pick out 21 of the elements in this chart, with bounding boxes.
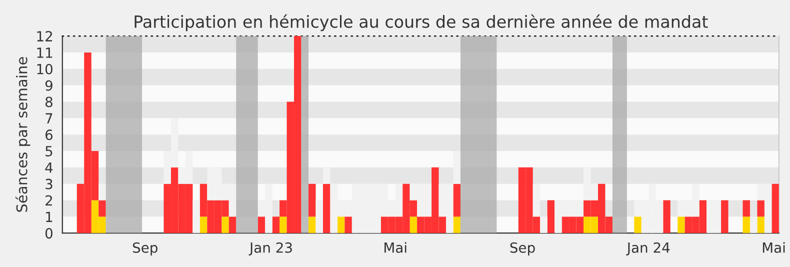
y-tick-label: 10 — [37, 64, 52, 74]
x-tick-label: Mai — [384, 242, 406, 253]
x-tick-label: Sep — [510, 242, 535, 256]
y-tick-label: 7 — [46, 113, 52, 124]
y-tick-label: 9 — [45, 80, 52, 91]
x-tick-label: Sep — [132, 242, 158, 256]
y-axis-title: Séances par semaine — [15, 57, 30, 212]
y-tick-label: 11 — [37, 48, 52, 58]
y-tick-label: 2 — [46, 195, 52, 206]
y-tick-label: 12 — [37, 31, 52, 42]
y-tick-label: 4 — [45, 162, 53, 173]
x-tick-label: Jan 23 — [248, 242, 292, 256]
y-tick-label: 3 — [46, 178, 52, 190]
x-tick-label: Mai — [762, 242, 785, 253]
y-tick-label: 8 — [45, 96, 52, 108]
y-tick-label: 6 — [46, 130, 53, 140]
x-tick-label: Jan 24 — [626, 242, 670, 256]
y-tick-label: 5 — [46, 146, 52, 156]
chart-title: Participation en hémicycle au cours de sa dernière année de mandat — [134, 14, 708, 32]
y-tick-label: 1 — [46, 212, 52, 222]
y-tick-label: 0 — [45, 228, 52, 239]
